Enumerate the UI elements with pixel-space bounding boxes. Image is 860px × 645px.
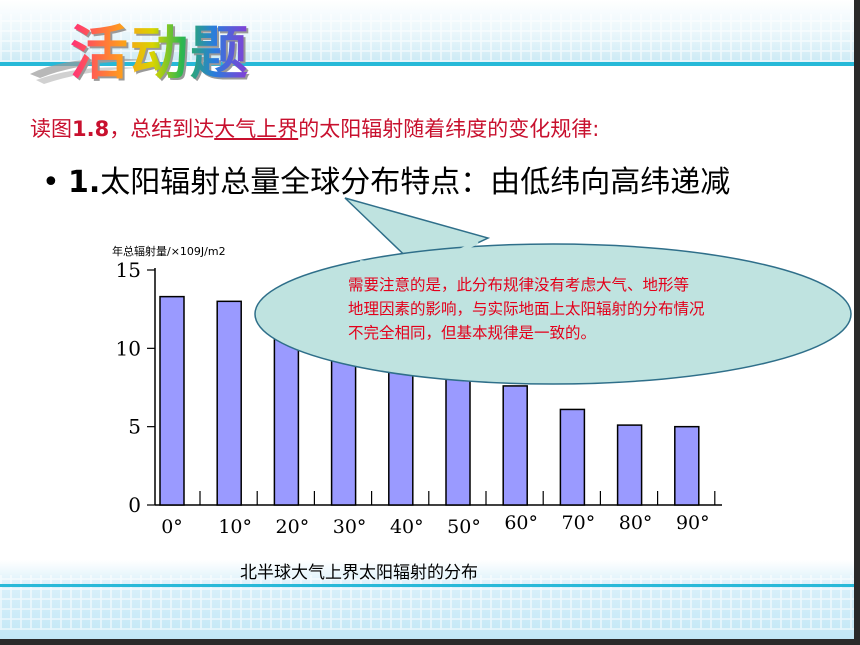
- y-tick-label-5: 5: [128, 415, 141, 439]
- figure-number: 1.8: [72, 117, 110, 141]
- slide-frame-right: [854, 0, 860, 645]
- bottom-accent-line: [0, 584, 860, 587]
- bar-4: [388, 355, 414, 506]
- x-tick-label-7: 70°: [562, 512, 596, 534]
- instruction-suffix: 的太阳辐射随着纬度的变化规律:: [298, 117, 600, 141]
- slide-title: 活动题: [70, 19, 251, 87]
- callout-text: 需要注意的是，此分布规律没有考虑大气、地形等 地理因素的影响，与实际地面上太阳辐…: [348, 273, 848, 345]
- x-tick-label-5: 50°: [447, 516, 481, 538]
- chart-caption: 北半球大气上界太阳辐射的分布: [240, 563, 478, 583]
- instruction-underlined: 大气上界: [214, 117, 299, 141]
- instruction-text: 读图1.8，总结到达大气上界的太阳辐射随着纬度的变化规律:: [30, 113, 599, 143]
- bar-9: [674, 425, 700, 506]
- top-accent-line: [0, 62, 860, 66]
- x-tick-label-6: 60°: [504, 512, 538, 534]
- y-tick-label-10: 10: [116, 336, 141, 360]
- x-tick-label-1: 10°: [218, 516, 252, 538]
- callout-line-2: 地理因素的影响，与实际地面上太阳辐射的分布情况: [348, 300, 705, 318]
- callout-ellipse: [254, 243, 852, 385]
- bar-7: [559, 408, 586, 506]
- bar-1: [216, 300, 242, 506]
- x-tick-label-8: 80°: [619, 512, 653, 534]
- bar-6: [502, 385, 528, 506]
- instruction-mid: ，总结到达: [109, 117, 215, 141]
- bullet-icon: •: [42, 165, 60, 200]
- y-tick-label-15: 15: [116, 258, 141, 282]
- callout-line-1: 需要注意的是，此分布规律没有考虑大气、地形等: [348, 276, 690, 294]
- bullet-text: 太阳辐射总量全球分布特点：由低纬向高纬递减: [100, 165, 731, 200]
- title-block: 活动题: [30, 18, 300, 96]
- x-tick-label-3: 30°: [333, 516, 367, 538]
- chart-y-axis-label: 年总辐射量/×109J/m2: [112, 245, 226, 258]
- bar-8: [616, 424, 643, 506]
- bar-0: [159, 295, 185, 506]
- x-tick-label-0: 0°: [161, 516, 183, 538]
- x-tick-label-2: 20°: [276, 516, 310, 538]
- y-tick-label-0: 0: [128, 493, 141, 517]
- bullet-point: • 1.太阳辐射总量全球分布特点：由低纬向高纬递减: [42, 157, 730, 201]
- x-tick-label-4: 40°: [390, 516, 424, 538]
- swoosh-icon: [30, 58, 148, 84]
- bullet-number: 1.: [68, 165, 101, 200]
- top-decor-band: [0, 0, 860, 62]
- instruction-prefix: 读图: [30, 117, 72, 141]
- callout-line-3: 不完全相同，但基本规律是一致的。: [348, 324, 597, 342]
- x-tick-label-9: 90°: [676, 512, 710, 534]
- bottom-decor-band: [0, 560, 860, 645]
- top-grid-pattern: [0, 14, 860, 62]
- slide-frame-bottom: [0, 639, 860, 645]
